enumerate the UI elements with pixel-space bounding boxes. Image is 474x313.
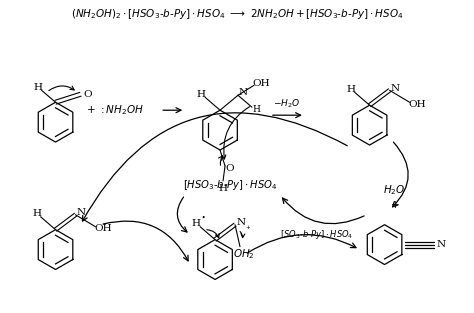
Text: O: O	[226, 164, 234, 173]
Text: $[SO_3\text{-}b\text{-}Py]\cdot HSO_4$: $[SO_3\text{-}b\text{-}Py]\cdot HSO_4$	[280, 228, 353, 241]
Text: N: N	[391, 84, 400, 93]
Text: O: O	[83, 90, 92, 99]
Text: OH: OH	[252, 79, 270, 88]
Text: $+\ :NH_2OH$: $+\ :NH_2OH$	[86, 103, 144, 117]
Text: H: H	[252, 105, 260, 114]
Text: N: N	[437, 240, 446, 249]
Text: H: H	[33, 83, 42, 92]
Text: N: N	[77, 208, 86, 217]
Text: $(NH_2OH)_2\cdot[HSO_3\text{-}b\text{-}Py]\cdot HSO_4\ \longrightarrow\ 2NH_2OH : $(NH_2OH)_2\cdot[HSO_3\text{-}b\text{-}P…	[71, 7, 403, 21]
Text: $[HSO_3\text{-}b\text{-}Py]\cdot HSO_4$: $[HSO_3\text{-}b\text{-}Py]\cdot HSO_4$	[183, 178, 277, 192]
Text: H: H	[32, 209, 41, 218]
Text: H: H	[346, 85, 355, 94]
Text: H: H	[191, 219, 201, 228]
Text: H: H	[219, 184, 228, 193]
Text: N: N	[238, 88, 247, 97]
Text: $\cdot$: $\cdot$	[201, 209, 206, 226]
Text: $H_2O$: $H_2O$	[383, 183, 406, 197]
Text: OH: OH	[409, 100, 426, 109]
Text: $+$: $+$	[390, 199, 399, 210]
Text: $^+$: $^+$	[245, 226, 252, 234]
Text: N: N	[237, 218, 246, 227]
Text: $OH_2$: $OH_2$	[233, 248, 255, 261]
Text: H: H	[197, 90, 206, 99]
Text: $-H_2O$: $-H_2O$	[273, 98, 301, 110]
Text: OH: OH	[95, 224, 112, 233]
